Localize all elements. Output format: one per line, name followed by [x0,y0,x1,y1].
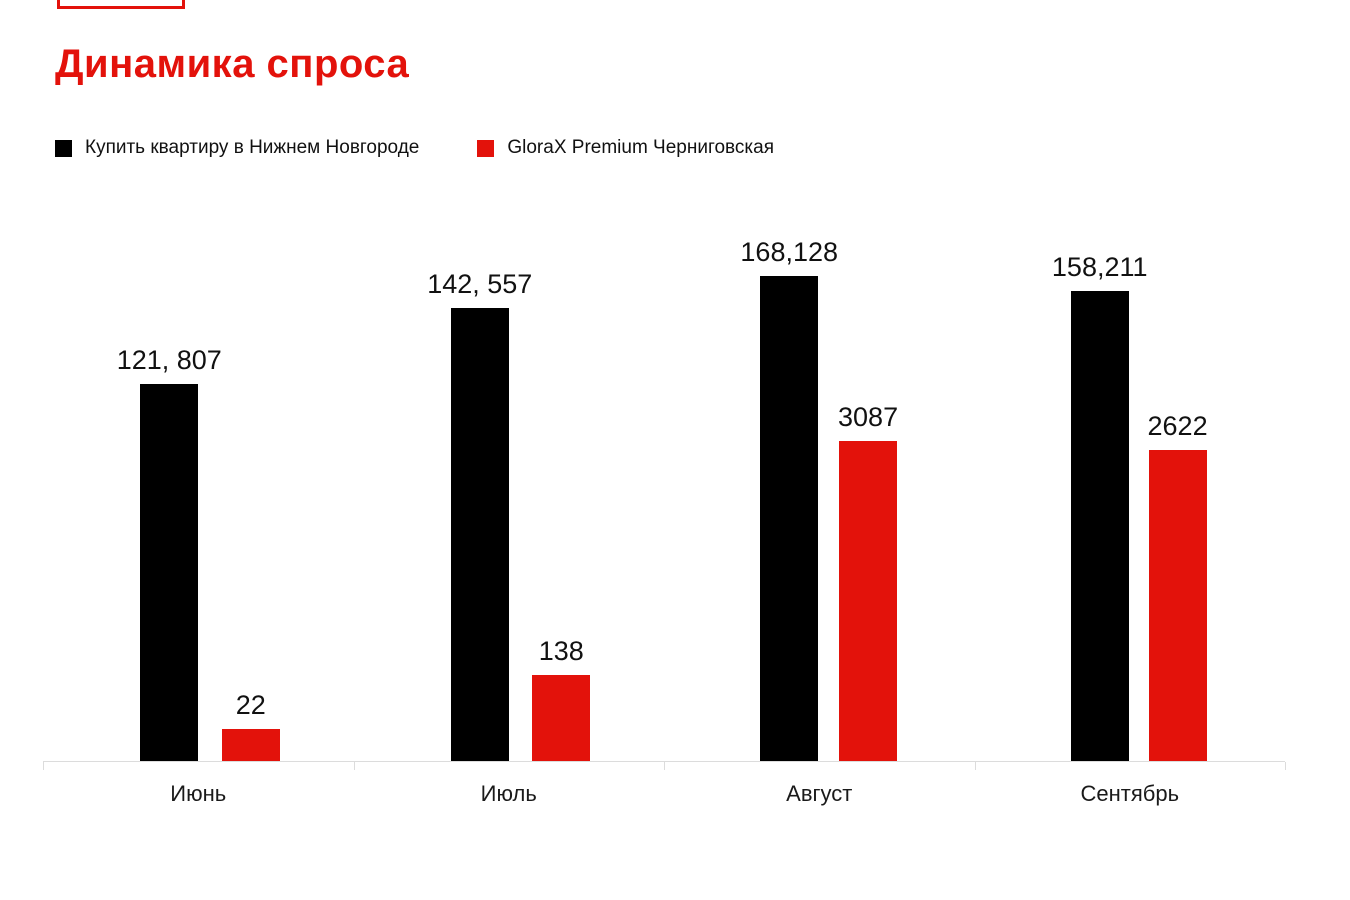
axis-tick [1285,762,1286,770]
bar-column-secondary: 3087 [838,404,898,761]
chart-title: Динамика спроса [55,42,410,86]
bar-column-secondary: 22 [221,690,280,761]
value-label: 121, 807 [116,345,222,375]
x-axis-category-label: Июнь [170,781,227,806]
legend-item-primary: Купить квартиру в Нижнем Новгороде [55,137,419,159]
bar-secondary [532,675,591,761]
value-label: 138 [538,636,584,666]
bar-secondary [1148,450,1207,761]
value-label: 158,211 [1051,252,1148,282]
axis-tick [43,762,44,770]
bar-secondary [839,441,898,761]
axis-tick [353,762,355,770]
bar-primary [140,384,199,761]
bar-group: 158,211 2622 [975,254,1286,761]
bar-group: 168,128 3087 [664,239,975,761]
value-label: 168,128 [740,237,839,267]
bar-primary [450,308,509,761]
legend-label-secondary: GloraX Premium Черниговская [507,137,775,158]
x-axis-category-label: Июль [480,781,537,806]
plot-area: 121, 807 22 142, 557 138 168,128 3087 158,211 2… [43,219,1285,761]
bar-group: 142, 557 138 [354,271,665,761]
bar-column-primary: 121, 807 [117,347,222,761]
bar-column-secondary: 138 [532,636,591,761]
bar-primary [760,276,819,761]
value-label: 3087 [838,402,899,432]
bar-chart: 121, 807 22 142, 557 138 168,128 3087 158,211 2… [43,219,1286,807]
legend-label-primary: Купить квартиру в Нижнем Новгороде [85,137,420,158]
x-axis-labels: Июнь Июль Август Сентябрь [43,769,1285,807]
axis-tick [974,762,976,770]
bar-column-primary: 142, 557 [427,271,532,761]
bar-primary [1070,291,1129,761]
bar-secondary [221,729,280,761]
bar-group: 121, 807 22 [43,347,354,761]
legend-swatch-black [55,139,72,157]
bar-column-primary: 168,128 [740,239,838,761]
x-axis-line [43,761,1286,770]
decorative-red-frame [57,0,185,9]
legend-swatch-red [477,139,495,157]
legend-item-secondary: GloraX Premium Черниговская [477,137,774,159]
bar-column-primary: 158,211 [1052,254,1148,761]
x-axis-category-label: Сентябрь [1080,781,1180,806]
legend: Купить квартиру в Нижнем Новгороде Glora… [55,137,1350,159]
bar-column-secondary: 2622 [1148,413,1208,761]
header: Динамика спроса [0,0,1350,87]
value-label: 142, 557 [427,269,533,299]
axis-tick [664,762,665,770]
x-axis-category-label: Август [786,781,853,806]
value-label: 2622 [1147,411,1208,441]
value-label: 22 [235,690,266,720]
